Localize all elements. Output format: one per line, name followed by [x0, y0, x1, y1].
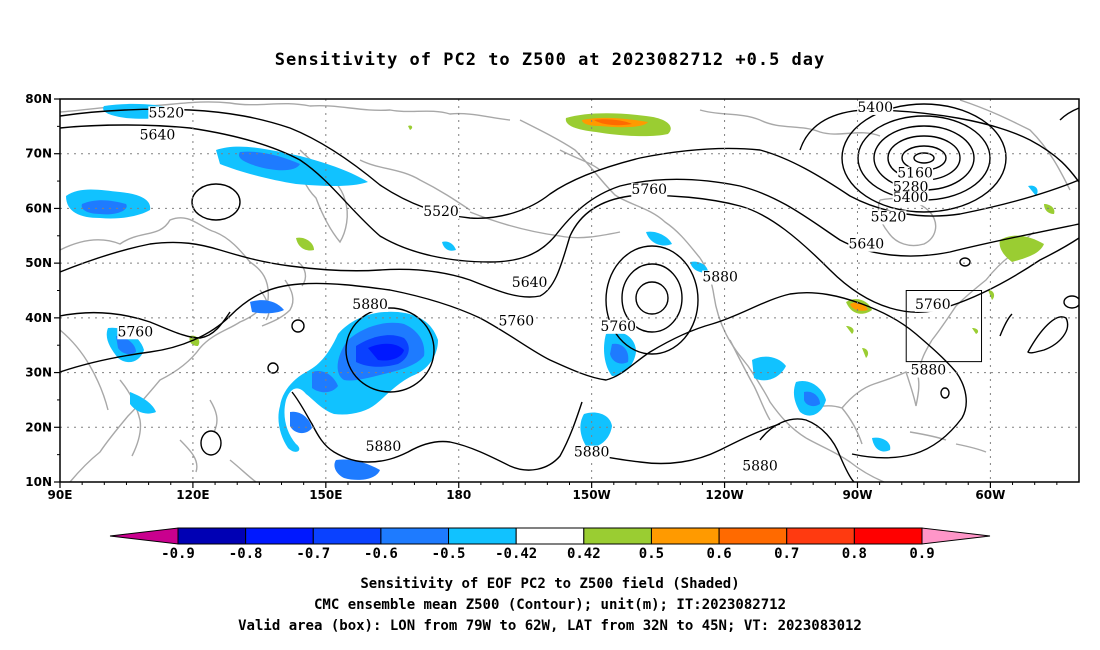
contour-label-bg [498, 314, 535, 329]
colorbar-segment [718, 527, 788, 545]
lon-label: 180 [446, 488, 471, 502]
colorbar-label: 0.6 [706, 546, 731, 562]
lon-label: 150E [309, 488, 342, 502]
colorbar-label: 0.9 [909, 546, 934, 562]
contour-label-bg [117, 325, 154, 340]
lat-label: 20N [25, 420, 52, 434]
map-title: Sensitivity of PC2 to Z500 at 2023082712… [274, 50, 826, 70]
contour-label: 5160 [897, 166, 933, 182]
contour-label-bg [139, 128, 176, 143]
colorbar-segment [853, 527, 923, 545]
contour-label-bg [365, 440, 402, 455]
contour-label-bg [892, 180, 929, 195]
contour-label-bg [352, 297, 389, 312]
contour-label: 5640 [512, 275, 548, 291]
contour-label-bg [148, 106, 185, 121]
colorbar-segment [650, 527, 720, 545]
colorbar-segment [448, 527, 517, 545]
colorbar: -0.9 -0.8 -0.7 -0.6 -0.5 -0.42 0.42 0.5 0.6 0.7 0.… [109, 527, 991, 562]
contour-label: 5760 [117, 324, 153, 340]
contour-label-bg [897, 166, 934, 181]
contour-label-bg [573, 445, 610, 460]
colorbar-segment [177, 527, 247, 545]
contour-label: 5880 [366, 439, 402, 455]
lon-label: 60W [975, 488, 1005, 502]
colorbar-segment [515, 527, 585, 545]
colorbar-label: 0.7 [774, 546, 799, 562]
colorbar-label: -0.7 [296, 546, 330, 562]
map-gridlines [60, 99, 1079, 482]
contour-label-bg [914, 297, 951, 312]
valid-area-box [905, 290, 983, 363]
lat-label: 80N [25, 92, 52, 106]
caption-line-2: CMC ensemble mean Z500 (Contour); unit(m… [313, 597, 786, 613]
contour-label: 5400 [893, 190, 929, 206]
contour-label-bg [857, 100, 894, 115]
lat-label: 30N [25, 366, 52, 380]
lon-label: 90W [843, 488, 873, 502]
contour-label-bg [423, 204, 460, 219]
colorbar-max-extend [921, 527, 991, 545]
contour-label-bg [892, 191, 929, 206]
contour-labels: 5400552056405160528054005520564057605520… [117, 100, 951, 474]
contour-label-bg [910, 363, 947, 378]
lat-label: 70N [25, 147, 52, 161]
contour-label-bg [600, 319, 637, 334]
colorbar-label: 0.8 [842, 546, 867, 562]
contour-label: 5640 [140, 127, 176, 143]
colorbar-segment [380, 527, 450, 545]
lat-label: 50N [25, 256, 52, 270]
contour-label-bg [631, 183, 668, 198]
contour-label-bg [702, 270, 739, 285]
contour-label: 5760 [600, 319, 636, 335]
contour-label-bg [511, 276, 548, 291]
contour-label: 5520 [149, 105, 185, 121]
colorbar-segment [786, 527, 855, 545]
lon-label: 120W [705, 488, 743, 502]
colorbar-label: -0.8 [229, 546, 263, 562]
coastlines [60, 99, 1071, 482]
contour-label: 5760 [915, 297, 951, 313]
contour-label: 5880 [574, 445, 610, 461]
lon-label: 90E [48, 488, 73, 502]
colorbar-label: -0.6 [364, 546, 398, 562]
contour-label: 5640 [849, 237, 885, 253]
colorbar-label: 0.42 [567, 546, 601, 562]
lat-label: 40N [25, 311, 52, 325]
colorbar-segment [312, 527, 382, 545]
colorbar-label: -0.42 [495, 546, 537, 562]
sensitivity-shading [66, 103, 1055, 480]
contour-label: 5760 [499, 313, 535, 329]
lat-label: 60N [25, 201, 52, 215]
lon-label: 150W [573, 488, 611, 502]
colorbar-label: -0.5 [432, 546, 466, 562]
colorbar-min-extend [109, 527, 179, 545]
caption-line-1: Sensitivity of EOF PC2 to Z500 field (Sh… [360, 576, 740, 592]
caption: Sensitivity of EOF PC2 to Z500 field (Sh… [0, 574, 1100, 637]
contour-label: 5520 [871, 209, 907, 225]
lat-label: 10N [25, 475, 52, 489]
contour-label: 5520 [423, 204, 459, 220]
colorbar-label: 0.5 [639, 546, 664, 562]
contour-label: 5400 [857, 100, 893, 116]
contour-label: 5880 [911, 363, 947, 379]
colorbar-label: -0.9 [161, 546, 195, 562]
contour-label: 5880 [352, 297, 388, 313]
colorbar-segment [245, 527, 314, 545]
colorbar-segment [583, 527, 652, 545]
contour-label: 5880 [742, 458, 778, 474]
contour-label-bg [848, 237, 885, 252]
contour-label-bg [870, 210, 907, 225]
caption-line-3: Valid area (box): LON from 79W to 62W, L… [238, 618, 862, 634]
lon-label: 120E [176, 488, 209, 502]
contour-label-bg [742, 459, 779, 474]
contour-label: 5880 [702, 270, 738, 286]
contour-label: 5760 [631, 182, 667, 198]
